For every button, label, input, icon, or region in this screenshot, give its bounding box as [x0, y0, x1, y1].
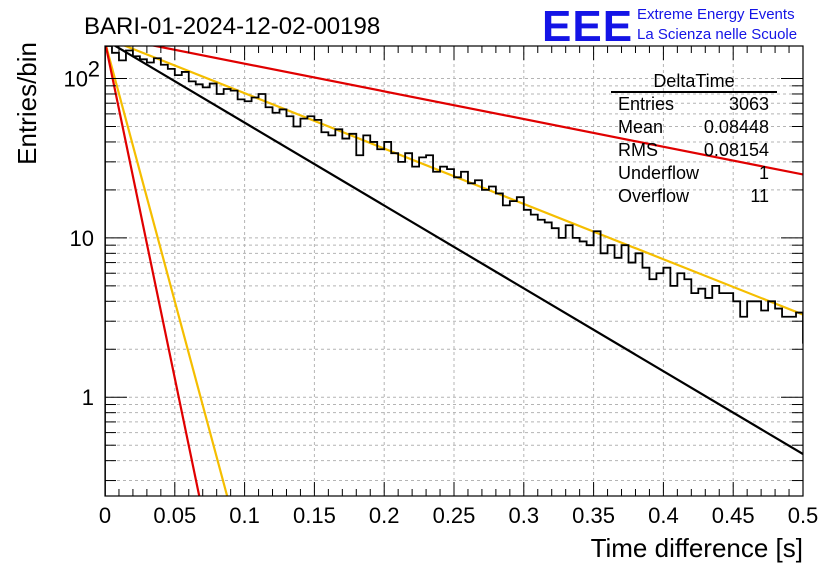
y-tick-label: 1	[82, 385, 94, 410]
x-tick-label: 0.25	[433, 503, 476, 528]
x-tick-label: 0.45	[712, 503, 755, 528]
fit-curve-2	[105, 46, 229, 496]
stats-value-rms: 0.08154	[704, 140, 769, 160]
eee-logo: EEE Extreme Energy Events La Scienza nel…	[542, 2, 797, 51]
stats-value-entries: 3063	[729, 94, 769, 114]
fit-curves	[105, 46, 803, 496]
y-axis-label: Entries/bin	[12, 42, 42, 165]
x-tick-label: 0.4	[648, 503, 679, 528]
stats-label-mean: Mean	[618, 117, 663, 137]
x-tick-label: 0.1	[229, 503, 260, 528]
stats-value-overflow: 11	[750, 186, 769, 206]
x-tick-label: 0.05	[153, 503, 196, 528]
x-axis-label: Time difference [s]	[591, 533, 803, 563]
y-tick-label-exponent: 2	[88, 57, 100, 82]
eee-tagline-1: Extreme Energy Events	[637, 6, 795, 23]
x-tick-label: 0.2	[369, 503, 400, 528]
fit-curve-3	[149, 46, 803, 176]
stats-label-entries: Entries	[618, 94, 674, 114]
axes	[104, 45, 804, 497]
y-tick-label: 10	[70, 226, 94, 251]
run-title: BARI-01-2024-12-02-00198	[84, 13, 380, 40]
eee-logo-text: EEE	[542, 2, 633, 51]
histogram	[105, 46, 803, 496]
y-tick-label: 10	[64, 67, 88, 92]
stats-label-overflow: Overflow	[618, 186, 690, 206]
stats-box-title: DeltaTime	[653, 71, 734, 91]
histogram-outline	[105, 46, 803, 496]
fit-curve-4	[105, 46, 201, 496]
x-tick-label: 0.3	[509, 503, 540, 528]
stats-value-underflow: 1	[759, 163, 769, 183]
stats-label-underflow: Underflow	[618, 163, 700, 183]
tick-labels: 0 0.05 0.1 0.15 0.2 0.25 0.3 0.35 0.4 0.45 0.5 1 10 1…	[64, 57, 819, 528]
fit-curve-0	[113, 46, 803, 456]
x-tick-label: 0.35	[572, 503, 615, 528]
stats-value-mean: 0.08448	[704, 117, 769, 137]
x-tick-label: 0.15	[293, 503, 336, 528]
x-tick-label: 0.5	[788, 503, 819, 528]
stats-label-rms: RMS	[618, 140, 658, 160]
stats-box: DeltaTime Entries 3063 Mean 0.08448 RMS …	[611, 71, 777, 206]
eee-tagline-2: La Scienza nelle Scuole	[637, 26, 797, 43]
x-tick-label: 0	[99, 503, 111, 528]
